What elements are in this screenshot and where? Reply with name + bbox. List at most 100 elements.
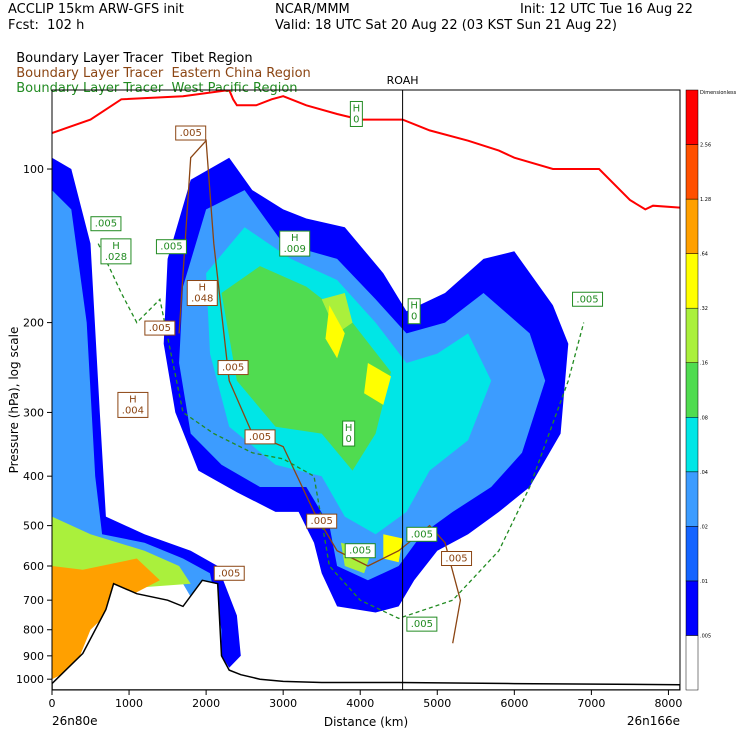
- tropopause-line: [52, 90, 680, 211]
- contour-label: H.048: [186, 280, 218, 307]
- init-label: Init: 12 UTC Tue 16 Aug 22: [520, 2, 693, 17]
- colorbar-swatch: [685, 635, 699, 691]
- svg-text:.005: .005: [222, 363, 244, 374]
- svg-text:.005: .005: [180, 128, 202, 139]
- contour-label: .005: [217, 360, 249, 376]
- org-label: NCAR/MMM: [275, 2, 350, 17]
- colorbar-level-label: .005: [700, 633, 711, 639]
- svg-text:.028: .028: [105, 252, 127, 263]
- x-axis-label: Distance (km): [324, 715, 408, 729]
- y-tick-label: 100: [23, 163, 44, 176]
- contour-label: .005: [306, 513, 338, 529]
- colorbar-swatch: [685, 580, 699, 636]
- y-tick-label: 500: [23, 520, 44, 533]
- legend-west-pacific-label: Boundary Layer Tracer: [16, 81, 164, 96]
- x-tick-label: 3000: [269, 697, 297, 710]
- legend-west-pacific: Boundary Layer Tracer West Pacific Regio…: [8, 66, 297, 96]
- colorbar-swatch: [685, 89, 699, 145]
- x-tick-label: 7000: [577, 697, 605, 710]
- colorbar-level-label: 2.56: [700, 143, 711, 149]
- colorbar-level-label: .04: [700, 470, 708, 476]
- contour-label: H.028: [100, 238, 132, 265]
- x-tick-label: 4000: [346, 697, 374, 710]
- contour-label: .005: [406, 616, 438, 632]
- legend-eastern-china-region: Eastern China Region: [171, 66, 311, 81]
- x-tick-label: 2000: [192, 697, 220, 710]
- colorbar-level-label: .64: [700, 252, 708, 258]
- x-tick-label: 5000: [423, 697, 451, 710]
- contour-label: .005: [213, 565, 245, 581]
- contour-label: .005: [344, 543, 376, 559]
- tracer-level-region: [221, 266, 391, 471]
- contour-label: .005: [155, 239, 187, 255]
- y-tick-label: 200: [23, 317, 44, 330]
- svg-text:0: 0: [345, 434, 351, 445]
- colorbar-swatch: [685, 471, 699, 527]
- valid-label: Valid: 18 UTC Sat 20 Aug 22 (03 KST Sun …: [275, 18, 617, 33]
- colorbar-swatch: [685, 307, 699, 363]
- right-endpoint: 26n166e: [627, 714, 680, 728]
- colorbar-level-label: .02: [700, 524, 708, 530]
- svg-text:.005: .005: [249, 432, 271, 443]
- svg-text:.005: .005: [160, 242, 182, 253]
- svg-text:.005: .005: [218, 568, 240, 579]
- y-tick-label: 700: [23, 594, 44, 607]
- colorbar-swatch: [685, 198, 699, 254]
- colorbar-level-label: .16: [700, 361, 708, 367]
- svg-text:.048: .048: [191, 294, 213, 305]
- contour-label: .005: [144, 320, 176, 336]
- contour-label: .005: [175, 125, 207, 141]
- svg-text:H: H: [112, 241, 120, 252]
- x-tick-label: 0: [49, 697, 56, 710]
- svg-text:.005: .005: [411, 529, 433, 540]
- chart-title: ACCLIP 15km ARW-GFS init: [8, 2, 184, 17]
- colorbar-swatch: [685, 417, 699, 473]
- legend-eastern-china-label: Boundary Layer Tracer: [16, 66, 164, 81]
- svg-text:0: 0: [411, 312, 417, 323]
- colorbar: .005 .01 .02 .04 .08 .16 .32 .64 1.28 2.56 Dimensi…: [685, 89, 737, 691]
- svg-text:.005: .005: [349, 546, 371, 557]
- tracer-level-region: [321, 293, 353, 334]
- y-tick-label: 900: [23, 650, 44, 663]
- svg-text:.005: .005: [411, 619, 433, 630]
- contour-label: H.009: [279, 230, 311, 257]
- contour-label: H0: [342, 420, 356, 447]
- fcst-label: Fcst: 102 h: [8, 18, 85, 33]
- y-tick-label: 800: [23, 624, 44, 637]
- svg-text:.005: .005: [149, 323, 171, 334]
- contour-label: .005: [90, 216, 122, 232]
- contour-label: H0: [349, 100, 363, 127]
- tracer-field: [52, 157, 569, 680]
- contour-labels: .005H0.005H.028.005H.009H.048.005H0.005.…: [90, 100, 604, 632]
- contour-label: .005: [244, 429, 276, 445]
- svg-text:.005: .005: [311, 516, 333, 527]
- svg-text:H: H: [410, 301, 418, 312]
- terrain-surface: [52, 579, 680, 690]
- y-tick-label: 400: [23, 470, 44, 483]
- colorbar-swatch: [685, 362, 699, 418]
- contour-label: .005: [572, 291, 604, 307]
- x-tick-label: 8000: [654, 697, 682, 710]
- colorbar-level-label: 1.28: [700, 197, 711, 203]
- svg-text:H: H: [353, 103, 361, 114]
- colorbar-level-label: .08: [700, 415, 708, 421]
- tracer-level-region: [325, 305, 345, 359]
- x-tick-label: 6000: [500, 697, 528, 710]
- svg-text:H: H: [129, 394, 137, 405]
- svg-text:.004: .004: [122, 405, 144, 416]
- y-tick-label: 1000: [16, 673, 44, 686]
- colorbar-unit-label: Dimensionless: [700, 90, 737, 96]
- legend-tibet: Boundary Layer Tracer Tibet Region: [8, 36, 252, 66]
- x-tick-label: 1000: [115, 697, 143, 710]
- y-axis-label: Pressure (hPa), log scale: [7, 327, 21, 474]
- svg-text:.009: .009: [284, 244, 306, 255]
- y-axis: 100 200 300 400 500 600 700 800 900 1000: [16, 163, 52, 686]
- contour-label: .005: [406, 526, 438, 542]
- y-tick-label: 600: [23, 560, 44, 573]
- svg-text:H: H: [345, 423, 353, 434]
- colorbar-level-label: .32: [700, 306, 708, 312]
- tracer-level-region: [52, 558, 160, 680]
- colorbar-swatch: [685, 144, 699, 200]
- terrain-shading: [52, 579, 680, 690]
